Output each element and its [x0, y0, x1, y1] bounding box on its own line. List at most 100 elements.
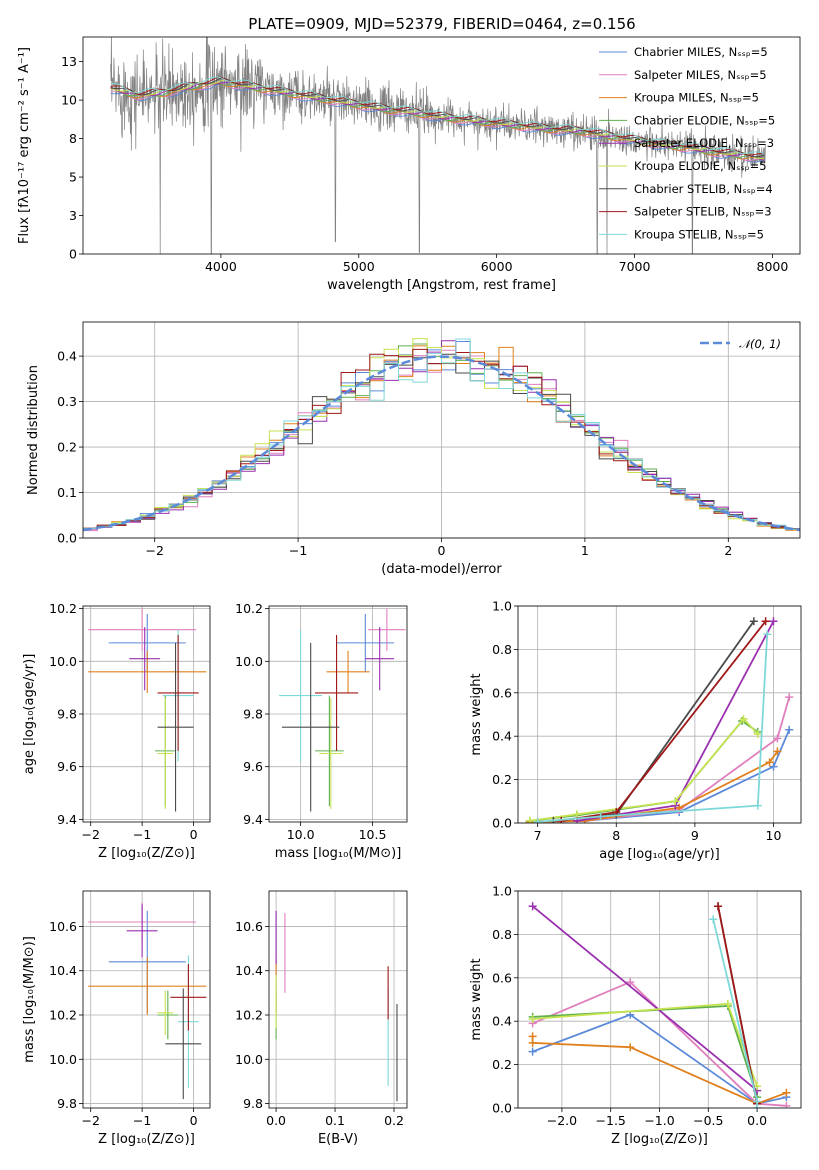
- age-vs-z-panel: −2 −1 0 9.4 9.6 9.8 10.0 10.2 Z [log₁₀(Z/Z⊙)] age…: [22, 601, 211, 861]
- spectrum-legend-label-7: Salpeter STELIB, Nₛₛₚ=3: [634, 205, 772, 219]
- age-vs-z-ytick-label-3: 10.0: [49, 654, 77, 669]
- mass-weight-vs-age-ytick-label-3: 0.6: [492, 685, 512, 700]
- spectrum-ytick-label-1: 3: [69, 208, 77, 223]
- mass-weight-vs-age-series-0-marker-4: [785, 725, 794, 734]
- spectrum-legend-label-0: Chabrier MILES, Nₛₛₚ=5: [634, 45, 768, 59]
- spectrum-ytick-label-0: 0: [69, 247, 77, 262]
- mass-weight-vs-age-series-1-marker-3: [773, 734, 782, 743]
- age-vs-z-ylabel: age [log₁₀(age/yr)]: [22, 654, 37, 775]
- mass-weight-vs-age-series-5-marker-3: [739, 714, 748, 723]
- mass-weight-vs-z-marks: [528, 902, 791, 1108]
- age-vs-z-ytick-label-1: 9.6: [57, 759, 77, 774]
- age-vs-z-xtick-label-2: 0: [190, 827, 198, 842]
- residuals-marks: [83, 338, 800, 534]
- mass-vs-ebv-ytick-label-4: 10.6: [235, 919, 263, 934]
- age-vs-z-xtick-label-1: −1: [133, 827, 151, 842]
- mass-vs-ebv-frame: [268, 890, 408, 1109]
- mass-weight-vs-age-series-4-marker-2: [769, 617, 778, 626]
- mass-weight-vs-age-series-5-marker-2: [671, 797, 680, 806]
- mass-weight-vs-age-series-2-marker-3: [765, 758, 774, 767]
- age-vs-z-xtick-label-0: −2: [81, 827, 99, 842]
- spectrum-xtick-label-4: 8000: [757, 259, 789, 274]
- mass-weight-vs-age-series-5-marker-0: [525, 816, 534, 823]
- residuals-xtick-label-4: 2: [724, 543, 732, 558]
- mass-vs-z-point-7: [170, 964, 207, 1031]
- spectrum-ytick-label-2: 5: [69, 170, 77, 185]
- mass-vs-z-ytick-label-2: 10.2: [49, 1008, 77, 1023]
- mass-weight-vs-z-ytick-label-5: 1.0: [492, 884, 512, 899]
- mass-weight-vs-z-series-7-marker-0: [714, 902, 723, 911]
- mass-vs-z-ytick-label-4: 10.6: [49, 919, 77, 934]
- mass-vs-ebv-ytick-label-3: 10.4: [235, 963, 263, 978]
- age-vs-z-point-5: [157, 698, 173, 809]
- mass-vs-ebv-xtick-label-0: 0.0: [266, 1113, 286, 1128]
- mass-weight-vs-z-series-0-marker-0: [528, 1047, 537, 1056]
- mass-weight-vs-age-xtick-label-1: 8: [612, 828, 620, 843]
- age-vs-z-xlabel: Z [log₁₀(Z/Z⊙)]: [98, 846, 195, 861]
- mass-vs-z-xtick-label-2: 0: [190, 1113, 198, 1128]
- mass-weight-vs-z-series-1-marker-1: [626, 978, 635, 987]
- residuals-xtick-label-0: −2: [145, 543, 163, 558]
- age-vs-z-point-7: [157, 634, 199, 751]
- spectrum-legend-label-2: Kroupa MILES, Nₛₛₚ=5: [634, 91, 759, 105]
- age-vs-mass-ytick-label-4: 10.2: [235, 601, 263, 616]
- residuals-xtick-label-2: 0: [438, 543, 446, 558]
- mass-vs-z-point-4: [157, 990, 179, 1040]
- spectrum-ylabel: Flux [fλ10⁻¹⁷ erg cm⁻² s⁻¹ A⁻¹]: [17, 47, 32, 244]
- mass-weight-vs-age-frame: [517, 605, 802, 824]
- age-vs-z-frame: [82, 605, 211, 823]
- mass-weight-vs-z-ytick-label-3: 0.6: [492, 970, 512, 985]
- spectrum-marks: [110, 37, 766, 254]
- age-vs-mass-ytick-label-1: 9.6: [243, 759, 263, 774]
- mass-weight-vs-z-series-8-marker-2: [753, 1104, 762, 1108]
- mass-vs-ebv-xlabel: E(B-V): [318, 1132, 358, 1147]
- mass-vs-z-frame: [82, 890, 211, 1109]
- age-vs-mass-ytick-label-2: 9.8: [243, 707, 263, 722]
- age-vs-z-point-2: [88, 650, 207, 693]
- mass-weight-vs-z-series-4: [532, 905, 758, 1092]
- spectrum-panel: 4000 5000 6000 7000 8000 0 3 5 8 10 13 wavelength […: [17, 36, 801, 293]
- residual-legend-label: 𝒩(0, 1): [739, 337, 781, 351]
- age-vs-mass-xtick-label-0: 10.0: [287, 827, 315, 842]
- mass-weight-vs-z-ytick-label-4: 0.8: [492, 927, 512, 942]
- mass-weight-vs-z-ylabel: mass weight: [469, 958, 484, 1040]
- mass-weight-vs-age-panel: 7 8 9 10 0.0 0.2 0.4 0.6 0.8 1.0 age [log₁₀(age/yr…: [469, 599, 802, 862]
- spectrum-xlabel: wavelength [Angstrom, rest frame]: [327, 278, 556, 293]
- mass-weight-vs-age-xtick-label-3: 10: [766, 828, 782, 843]
- mass-weight-vs-age-series-0-marker-3: [769, 762, 778, 771]
- mass-weight-vs-age-series-5-marker-4: [753, 730, 762, 739]
- mass-vs-z-marks: [88, 902, 207, 1100]
- spectrum-xtick-label-1: 5000: [343, 259, 375, 274]
- mass-weight-vs-z-series-1: [532, 981, 787, 1107]
- mass-weight-vs-age-ytick-label-0: 0.0: [492, 816, 512, 831]
- mass-vs-z-xtick-label-0: −2: [81, 1113, 99, 1128]
- mass-weight-vs-z-xtick-label-1: −1.5: [596, 1113, 626, 1128]
- age-vs-mass-point-4: [315, 695, 344, 807]
- age-vs-mass-xtick-label-1: 10.5: [359, 827, 387, 842]
- mass-weight-vs-z-xtick-label-0: −2.0: [547, 1113, 577, 1128]
- mass-weight-vs-z-xtick-label-4: 0.0: [747, 1113, 767, 1128]
- age-vs-z-ytick-label-4: 10.2: [49, 601, 77, 616]
- age-vs-mass-ytick-label-3: 10.0: [235, 654, 263, 669]
- age-vs-mass-point-2: [326, 650, 370, 693]
- spectrum-ytick-label-4: 10: [61, 93, 77, 108]
- age-vs-mass-marks: [279, 608, 406, 812]
- mass-vs-z-point-8: [165, 988, 202, 1100]
- mass-vs-z-point-5: [157, 990, 173, 1035]
- mass-weight-vs-z-ytick-label-2: 0.4: [492, 1014, 512, 1029]
- mass-weight-vs-z-series-2-marker-4: [782, 1088, 791, 1097]
- mass-weight-vs-age-series-8-marker-1: [596, 812, 605, 821]
- residuals-ytick-label-0: 0.0: [57, 531, 77, 546]
- spectrum-legend-label-5: Kroupa ELODIE, Nₛₛₚ=5: [634, 159, 767, 173]
- age-vs-mass-frame: [268, 605, 408, 823]
- mass-weight-vs-age-xlabel: age [log₁₀(age/yr)]: [599, 847, 720, 862]
- age-vs-z-point-8: [157, 642, 194, 812]
- residuals-xlabel: (data-model)/error: [381, 562, 502, 577]
- mass-vs-ebv-panel: 0.0 0.1 0.2 9.8 10.0 10.2 10.4 10.6 E(B-V): [235, 890, 408, 1147]
- figure-title: PLATE=0909, MJD=52379, FIBERID=0464, z=0…: [248, 15, 635, 33]
- spectrum-ytick-label-3: 8: [69, 131, 77, 146]
- age-vs-mass-point-6: [279, 629, 323, 762]
- residual-histogram-8: [83, 338, 800, 532]
- mass-vs-ebv-xtick-label-1: 0.1: [325, 1113, 345, 1128]
